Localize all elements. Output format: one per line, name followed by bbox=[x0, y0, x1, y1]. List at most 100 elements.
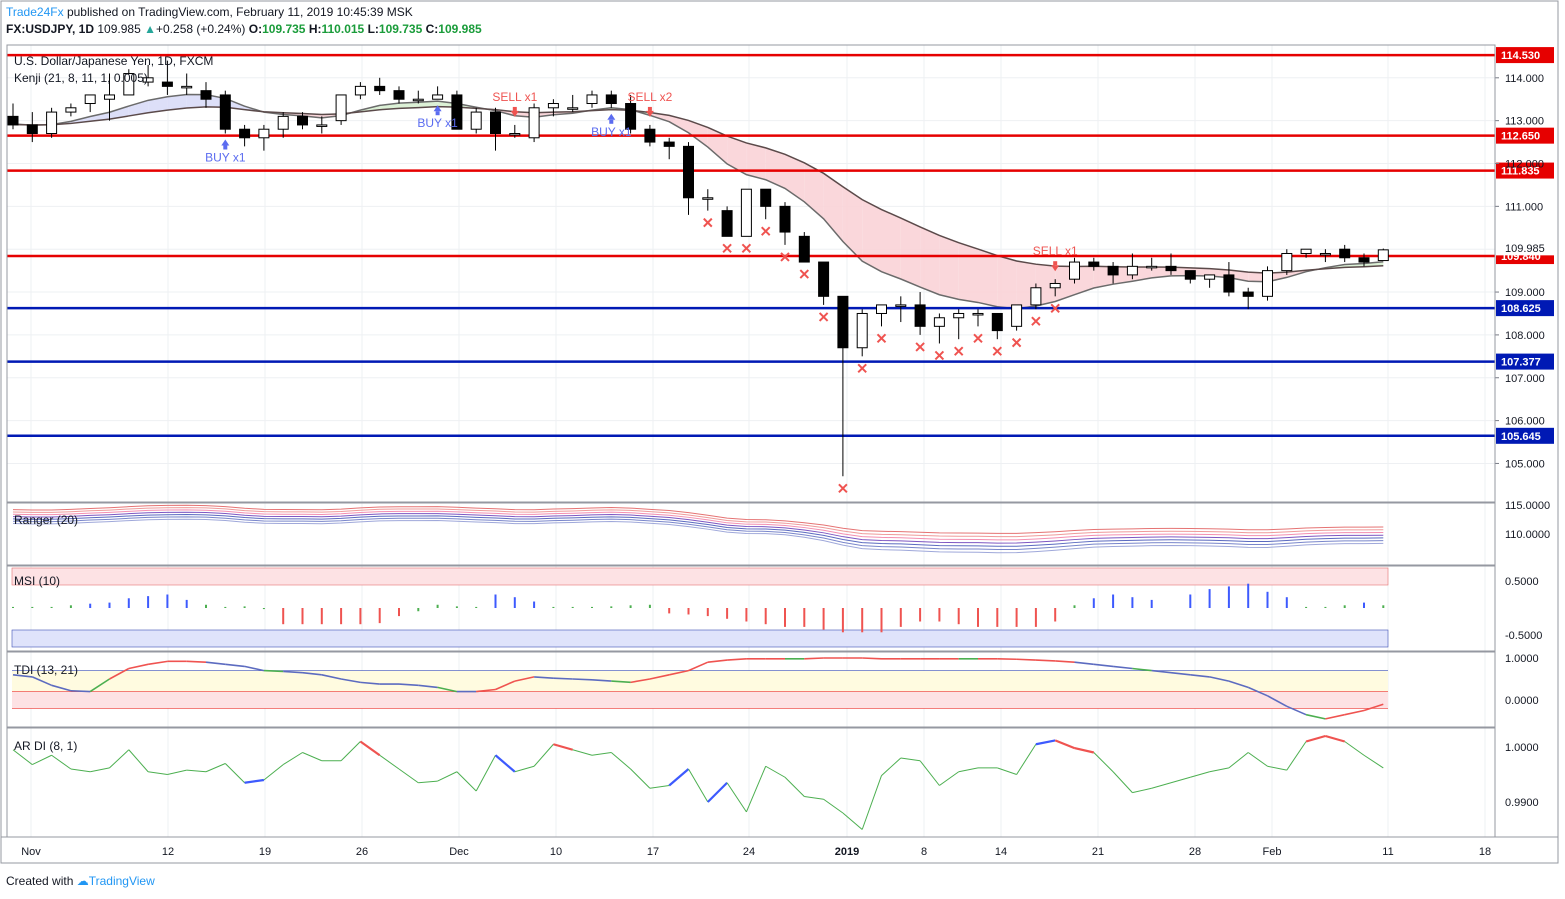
ardi-line bbox=[359, 740, 381, 757]
candle-body bbox=[7, 115, 19, 126]
tradingview-link[interactable]: TradingView bbox=[88, 874, 155, 888]
ardi-line bbox=[1016, 743, 1037, 775]
time-tick-label: 18 bbox=[1479, 846, 1491, 858]
price-tick-label: 105.000 bbox=[1505, 458, 1545, 470]
time-tick-label: 14 bbox=[995, 846, 1007, 858]
kenji-cloud bbox=[765, 147, 785, 189]
tdi-line bbox=[89, 678, 110, 693]
stop-marker-x bbox=[857, 363, 867, 374]
ardi-line bbox=[745, 766, 767, 813]
price-tick-label: 112.000 bbox=[1505, 159, 1544, 171]
candle-body bbox=[142, 77, 154, 83]
sell-arrow-icon bbox=[1051, 265, 1060, 272]
candle-body bbox=[1242, 291, 1254, 297]
time-axis[interactable]: Nov 12 19 26 Dec 10 17 24 2019 8 14 21 28 Feb 11 18 bbox=[21, 846, 1491, 858]
ardi-line bbox=[302, 752, 322, 762]
tdi-line bbox=[340, 678, 361, 684]
candle-body bbox=[432, 94, 444, 100]
candle-body bbox=[760, 188, 772, 207]
tdi-line bbox=[1267, 695, 1288, 708]
tdi-line bbox=[1344, 709, 1365, 716]
tdi-line bbox=[283, 670, 303, 674]
ranger-line bbox=[12, 507, 1384, 538]
ardi-line bbox=[707, 781, 728, 803]
tdi-line bbox=[1170, 671, 1191, 676]
stop-marker-x bbox=[818, 312, 829, 322]
candle-body bbox=[26, 124, 38, 135]
ardi-line bbox=[109, 749, 130, 769]
tdi-line bbox=[1035, 659, 1056, 662]
tdi-line bbox=[707, 659, 728, 663]
created-with: Created with bbox=[6, 874, 74, 888]
candle-body bbox=[721, 210, 733, 237]
ardi-line bbox=[148, 771, 168, 775]
kenji-cloud bbox=[939, 235, 959, 300]
kenji-cloud bbox=[920, 226, 940, 295]
level-tag-105.645 bbox=[1496, 427, 1554, 444]
candle-body bbox=[104, 94, 115, 100]
level-label-114.530: 114.530 bbox=[1501, 50, 1540, 62]
kenji-cloud bbox=[727, 136, 747, 175]
author-name[interactable]: Trade24Fx bbox=[6, 5, 64, 19]
level-label-105.645: 105.645 bbox=[1501, 431, 1541, 443]
ardi-line bbox=[765, 765, 786, 778]
candle-body bbox=[1281, 252, 1293, 272]
stop-marker-x bbox=[703, 217, 713, 228]
candle-body bbox=[354, 85, 366, 96]
ardi-line bbox=[1344, 741, 1365, 756]
candle-body bbox=[586, 94, 598, 105]
stop-marker-x bbox=[934, 350, 945, 361]
tdi-line bbox=[862, 657, 882, 660]
candle-body bbox=[1011, 304, 1023, 327]
ardi-line bbox=[1209, 767, 1229, 773]
candle-body bbox=[798, 235, 810, 263]
tdi-line bbox=[31, 676, 52, 687]
level-tag-111.835 bbox=[1496, 162, 1554, 179]
ardi-line bbox=[1132, 787, 1152, 794]
tdi-line bbox=[476, 688, 496, 693]
candle-body bbox=[1358, 257, 1370, 263]
time-tick-label: 21 bbox=[1092, 846, 1104, 858]
low-label: L: bbox=[367, 22, 379, 36]
candle-body bbox=[991, 312, 1003, 332]
ardi-line bbox=[1093, 752, 1114, 773]
candle-body bbox=[200, 90, 212, 100]
price-axis[interactable]: 114.000 113.000 112.000 111.000 109.000 108.0… bbox=[1495, 73, 1555, 809]
footer: Created with ☁TradingView bbox=[6, 874, 155, 888]
price-tick-label: 106.000 bbox=[1505, 416, 1545, 428]
tdi-line bbox=[398, 683, 419, 687]
ardi-line bbox=[997, 767, 1017, 775]
low-value: 109.735 bbox=[378, 22, 423, 36]
candle-body bbox=[316, 124, 328, 127]
ardi-line bbox=[842, 812, 863, 830]
ardi-line bbox=[244, 778, 265, 784]
buy-signal-label: BUY x1 bbox=[417, 116, 458, 130]
time-tick-label: 2019 bbox=[835, 846, 859, 858]
buy-arrow-icon bbox=[221, 139, 230, 146]
candle-body bbox=[65, 107, 77, 113]
candle-body bbox=[683, 145, 694, 199]
candle-body bbox=[1300, 248, 1312, 254]
ardi-line bbox=[186, 769, 207, 773]
close-label: C: bbox=[425, 22, 439, 36]
ardi-line bbox=[205, 763, 226, 773]
candle-body bbox=[605, 94, 617, 105]
time-tick-label: Feb bbox=[1263, 846, 1282, 858]
ardi-line bbox=[1325, 734, 1346, 743]
tdi-line bbox=[688, 661, 709, 672]
tdi-mid-zone bbox=[12, 670, 1388, 692]
ardi-line bbox=[688, 768, 709, 803]
chart-title: U.S. Dollar/Japanese Yen, 1D, FXCM bbox=[14, 54, 213, 68]
stop-marker-x bbox=[1031, 316, 1041, 326]
candle-body bbox=[876, 304, 887, 314]
sell-signal-label: SELL x2 bbox=[627, 90, 672, 104]
outer-frame bbox=[0, 0, 1559, 864]
candle-body bbox=[1339, 248, 1351, 259]
stop-marker-x bbox=[780, 252, 790, 262]
tdi-line bbox=[1305, 713, 1326, 720]
kenji-fast-line bbox=[12, 93, 1384, 310]
candle-body bbox=[1088, 261, 1100, 267]
stop-marker-x bbox=[760, 226, 771, 236]
price-tick-label: 109.000 bbox=[1505, 287, 1545, 299]
